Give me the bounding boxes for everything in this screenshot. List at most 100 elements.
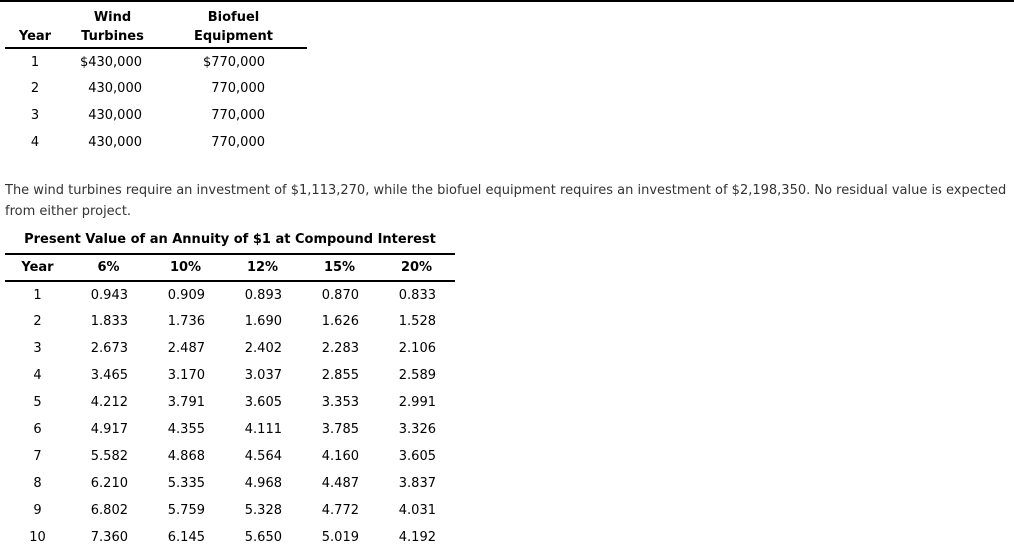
table-cell: 4 [33, 368, 42, 383]
table-cell: 7 [33, 449, 42, 464]
table-cell: 4.031 [398, 503, 436, 518]
table-cell: 0.893 [244, 287, 282, 303]
table-cell: 5.759 [167, 503, 205, 518]
table-cell: 2.589 [398, 368, 436, 383]
table-cell: 5 [33, 395, 42, 410]
table-header-row: Wind Biofuel [5, 4, 307, 25]
table-cell: 6 [33, 422, 42, 437]
table-cell: 1.736 [167, 314, 205, 329]
table-cell: 4.564 [244, 449, 282, 464]
table-cell: 6.145 [167, 530, 205, 545]
pv-table-title: Present Value of an Annuity of $1 at Com… [24, 232, 436, 247]
table-cell: 10 [29, 530, 46, 545]
table-cell: 4 [30, 135, 40, 150]
table-cell: 2.673 [90, 341, 128, 356]
investment-paragraph: The wind turbines require an investment … [5, 183, 1007, 219]
table-row: 2 430,000 770,000 [5, 75, 307, 102]
table-cell: 3.170 [167, 368, 205, 383]
table-row: 4 3.465 3.170 3.037 2.855 2.589 [5, 362, 455, 389]
table-cell: 8 [33, 476, 42, 491]
table-cell: 5.328 [244, 503, 282, 518]
header-cell: Biofuel [207, 10, 260, 25]
pv-table-section: Present Value of an Annuity of $1 at Com… [5, 232, 455, 551]
pv-table-header: Year 6% 10% 12% 15% 20% [5, 254, 455, 282]
table-cell: 770,000 [211, 135, 265, 150]
table-row: 5 4.212 3.791 3.605 3.353 2.991 [5, 389, 455, 416]
table-cell: 1 [30, 54, 40, 70]
table-cell: 2.106 [398, 341, 436, 356]
table-cell: 3.605 [244, 395, 282, 410]
table-cell: 7.360 [90, 530, 128, 545]
table-cell: 4.355 [167, 422, 205, 437]
table-header-row: Year Turbines Equipment [5, 25, 307, 49]
table-cell: 0.833 [398, 287, 436, 303]
table-cell: $430,000 [79, 54, 142, 70]
table-cell: 1.833 [90, 314, 128, 329]
header-cell: 10% [147, 254, 224, 282]
table-cell: 2 [30, 81, 40, 96]
table-cell: 3.837 [398, 476, 436, 491]
table-cell: 430,000 [88, 108, 142, 123]
table-cell: 0.943 [90, 287, 128, 303]
header-cell: 20% [378, 254, 455, 282]
table-cell: 770,000 [211, 81, 265, 96]
table-cell: 430,000 [88, 135, 142, 150]
table-row: 2 1.833 1.736 1.690 1.626 1.528 [5, 308, 455, 335]
table-header-row: Year 6% 10% 12% 15% 20% [5, 254, 455, 282]
table-cell: 5.582 [90, 449, 128, 464]
table-cell: 3.353 [321, 395, 359, 410]
table-cell: 3.785 [321, 422, 359, 437]
table-row: 10 7.360 6.145 5.650 5.019 4.192 [5, 524, 455, 551]
table-cell: 1.528 [398, 314, 436, 329]
header-cell: Year [5, 25, 65, 49]
table-row: 1 0.943 0.909 0.893 0.870 0.833 [5, 281, 455, 308]
header-cell: 6% [70, 254, 147, 282]
table-cell: 5.650 [244, 530, 282, 545]
table-cell: 9 [33, 503, 42, 518]
table-row: 6 4.917 4.355 4.111 3.785 3.326 [5, 416, 455, 443]
table-cell: $770,000 [202, 54, 265, 70]
cashflow-table-body: 1 $430,000 $770,000 2 430,000 770,000 3 430,000… [5, 48, 307, 156]
table-cell: 0.870 [321, 287, 359, 303]
table-cell: 4.968 [244, 476, 282, 491]
table-cell: 2.855 [321, 368, 359, 383]
table-cell: 3.605 [398, 449, 436, 464]
table-cell: 4.917 [90, 422, 128, 437]
table-row: 9 6.802 5.759 5.328 4.772 4.031 [5, 497, 455, 524]
header-cell: 15% [301, 254, 378, 282]
header-cell: 12% [224, 254, 301, 282]
cashflow-table-header: Wind Biofuel Year Turbines Equipment [5, 4, 307, 49]
header-cell: Turbines [65, 25, 160, 49]
table-cell: 5.019 [321, 530, 359, 545]
header-cell: Year [5, 254, 70, 282]
table-cell: 3.037 [244, 368, 282, 383]
table-cell: 3 [30, 108, 40, 123]
pv-table-body: 1 0.943 0.909 0.893 0.870 0.833 2 1.833 1.736 1.6… [5, 281, 455, 551]
pv-annuity-table: Year 6% 10% 12% 15% 20% 1 0.943 0.909 0.893 0.870… [5, 253, 455, 551]
table-row: 3 430,000 770,000 [5, 102, 307, 129]
table-cell: 3.791 [167, 395, 205, 410]
table-row: 7 5.582 4.868 4.564 4.160 3.605 [5, 443, 455, 470]
table-cell: 4.212 [90, 395, 128, 410]
table-cell: 4.868 [167, 449, 205, 464]
table-cell: 4.192 [398, 530, 436, 545]
table-cell: 1.690 [244, 314, 282, 329]
table-row: 4 430,000 770,000 [5, 129, 307, 156]
header-cell: Equipment [160, 25, 307, 49]
header-cell [5, 4, 65, 25]
table-cell: 2.402 [244, 341, 282, 356]
table-row: 3 2.673 2.487 2.402 2.283 2.106 [5, 335, 455, 362]
table-row: 8 6.210 5.335 4.968 4.487 3.837 [5, 470, 455, 497]
table-cell: 3 [33, 341, 42, 356]
table-row: 1 $430,000 $770,000 [5, 48, 307, 75]
table-cell: 1 [33, 287, 42, 303]
table-cell: 4.160 [321, 449, 359, 464]
table-cell: 1.626 [321, 314, 359, 329]
table-cell: 0.909 [167, 287, 205, 303]
table-cell: 5.335 [167, 476, 205, 491]
table-cell: 2.283 [321, 341, 359, 356]
table-cell: 2.991 [398, 395, 436, 410]
table-cell: 6.802 [90, 503, 128, 518]
table-cell: 6.210 [90, 476, 128, 491]
